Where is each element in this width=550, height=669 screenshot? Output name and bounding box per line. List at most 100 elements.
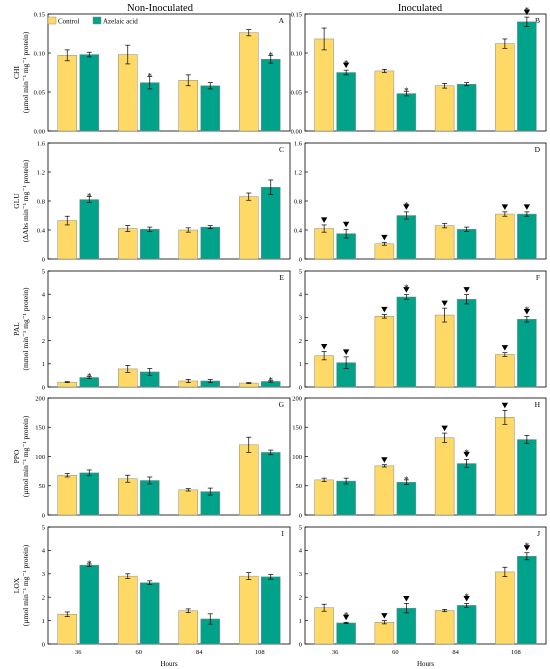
- panel-b-bar-control-108: [495, 43, 515, 132]
- panel-g-letter: G: [279, 400, 285, 409]
- panel-f-ytick-label-5: 5: [299, 268, 302, 275]
- panel-g-bar-azelaic-60: [140, 480, 160, 516]
- panel-g-ytick-label-4: 200: [35, 395, 45, 402]
- panel-g-yunit: (µmol min⁻¹ mg⁻¹ protein): [21, 415, 30, 497]
- panel-h-triangle-marker-0-84: [441, 425, 448, 432]
- panel-d-triangle-marker-1-60: [403, 204, 410, 210]
- panel-i-bar-control-108: [239, 575, 259, 645]
- panel-g-bar-azelaic-36: [79, 472, 99, 516]
- column-title-inoculated: Inoculated: [398, 3, 443, 14]
- panel-e-ytick-label-1: 1: [42, 361, 45, 368]
- panel-d-significance-star-1-60: *: [404, 200, 409, 210]
- panel-b: 0.00 0.05 0.10 0.15 B * * *: [291, 6, 547, 135]
- panel-h-significance-star-1-84: *: [464, 448, 469, 458]
- panel-i-bar-azelaic-108: [261, 576, 281, 645]
- panel-j-xtick-label-108: 108: [511, 649, 521, 656]
- panel-c-ylabel: GLU: [12, 193, 21, 209]
- panel-j-bar-control-84: [434, 610, 455, 645]
- panel-b-ytick-label-3: 0.15: [291, 11, 302, 18]
- panel-a-ytick-label-3: 0.15: [34, 11, 45, 18]
- panel-b-bar-control-60: [374, 70, 395, 132]
- panel-g-ytick-label-0: 0: [42, 512, 45, 519]
- panel-h-bar-control-60: [374, 465, 395, 516]
- panel-h-bar-control-36: [314, 479, 334, 516]
- panel-d-ytick-label-4: 1.6: [294, 140, 303, 147]
- panel-h-letter: H: [535, 400, 541, 409]
- panel-i-significance-star-1-36: *: [87, 559, 92, 569]
- panel-d-ytick-label-2: 0.8: [294, 198, 302, 205]
- panel-h-ytick-label-4: 200: [292, 395, 302, 402]
- panel-j-triangle-marker-0-60: [381, 613, 388, 619]
- panel-i-bar-control-60: [118, 575, 138, 645]
- panel-h-bar-azelaic-60: [396, 481, 417, 516]
- panel-e-yunit: (mmol min⁻¹ mg⁻¹ protein): [21, 287, 30, 371]
- panel-c-ytick-label-0: 0: [42, 256, 45, 263]
- panel-e-significance-star-1-108: *: [269, 376, 274, 386]
- panel-a-bar-control-36: [57, 55, 77, 132]
- panel-g-ytick-label-1: 50: [39, 483, 46, 490]
- panel-i-ytick-label-2: 2: [42, 595, 45, 602]
- panel-i-ytick-label-4: 4: [42, 548, 46, 555]
- panel-g-bar-azelaic-108: [261, 452, 281, 516]
- panel-b-ytick-label-1: 0.05: [291, 89, 302, 96]
- panel-f-triangle-marker-0-36: [320, 344, 328, 350]
- panel-f-triangle-marker-0-108: [501, 345, 509, 351]
- panel-j-bar-azelaic-84: [456, 605, 477, 645]
- panel-f-ytick-label-0: 0: [299, 384, 302, 391]
- panel-e-ytick-label-0: 0: [42, 384, 45, 391]
- panel-a-bar-azelaic-84: [200, 85, 220, 132]
- panel-b-frame: [304, 13, 547, 132]
- panel-c-bar-azelaic-36: [79, 199, 99, 260]
- panel-j-ytick-label-3: 3: [299, 571, 302, 578]
- panel-c-bar-azelaic-84: [200, 226, 220, 260]
- panel-b-triangle-marker-1-36: [342, 62, 350, 69]
- panel-j-bar-control-60: [374, 621, 395, 645]
- panel-d-ytick-label-0: 0: [299, 256, 302, 263]
- panel-a-bar-control-84: [178, 80, 198, 132]
- panel-j-triangle-marker-1-84: [463, 596, 470, 602]
- panel-f-significance-star-1-60: *: [404, 283, 409, 293]
- panel-j-ytick-label-0: 0: [299, 641, 302, 648]
- panel-j-bar-azelaic-36: [336, 622, 356, 645]
- panel-a-letter: A: [279, 16, 285, 25]
- panel-f-triangle-marker-0-60: [381, 306, 388, 313]
- panel-j-triangle-marker-1-108: [523, 545, 531, 551]
- panel-i-bar-azelaic-36: [79, 564, 99, 645]
- panel-i-xtick-label-84: 84: [196, 649, 203, 656]
- panel-j-triangle-marker-1-36: [342, 614, 350, 621]
- panel-d-triangle-marker-0-36: [320, 217, 328, 223]
- panel-h-ytick-label-1: 50: [296, 483, 303, 490]
- panel-c-bar-azelaic-108: [261, 186, 281, 260]
- panel-b-bar-azelaic-108: [517, 21, 537, 132]
- panel-d-bar-control-108: [495, 213, 515, 260]
- panel-e-ytick-label-2: 2: [42, 338, 45, 345]
- panel-i: 0 1 2 3 4 5 I LOX (µmol min⁻¹ mg⁻¹ protein) * 36 60…: [12, 524, 291, 668]
- panel-g-ytick-label-3: 150: [35, 425, 45, 432]
- panel-c-yunit: (ΔAbs min⁻¹ mg⁻¹ protein): [21, 159, 30, 242]
- panel-i-bar-control-36: [57, 614, 77, 645]
- panel-h-ytick-label-0: 0: [299, 512, 302, 519]
- panel-d-triangle-marker-1-36: [342, 221, 350, 228]
- panel-c-bar-control-84: [178, 229, 198, 260]
- panel-b-letter: B: [535, 16, 540, 25]
- panel-a-bar-azelaic-108: [261, 58, 281, 132]
- panel-d-triangle-marker-1-108: [523, 204, 531, 210]
- panel-f-bar-control-60: [374, 315, 395, 388]
- panel-f-ytick-label-4: 4: [299, 292, 303, 299]
- panel-j-significance-star-1-36: *: [344, 611, 349, 621]
- panel-j-ytick-label-1: 1: [299, 618, 302, 625]
- panel-c-ytick-label-3: 1.2: [37, 169, 45, 176]
- panel-h-bar-azelaic-36: [336, 480, 356, 516]
- panel-b-bar-azelaic-60: [396, 93, 417, 132]
- panel-d-bar-control-60: [374, 243, 395, 260]
- panel-b-triangle-marker-1-108: [523, 9, 531, 16]
- panel-d-triangle-marker-0-108: [501, 204, 509, 210]
- panel-j-bar-azelaic-60: [396, 607, 417, 645]
- panel-h-bar-azelaic-84: [456, 463, 477, 516]
- panel-i-ylabel: LOX: [12, 577, 21, 593]
- panel-j-xlabel: Hours: [417, 660, 434, 668]
- panel-h-triangle-marker-1-84: [463, 451, 470, 458]
- panel-j-triangle-marker-1-60: [403, 596, 410, 602]
- panel-j-xtick-label-84: 84: [452, 649, 459, 656]
